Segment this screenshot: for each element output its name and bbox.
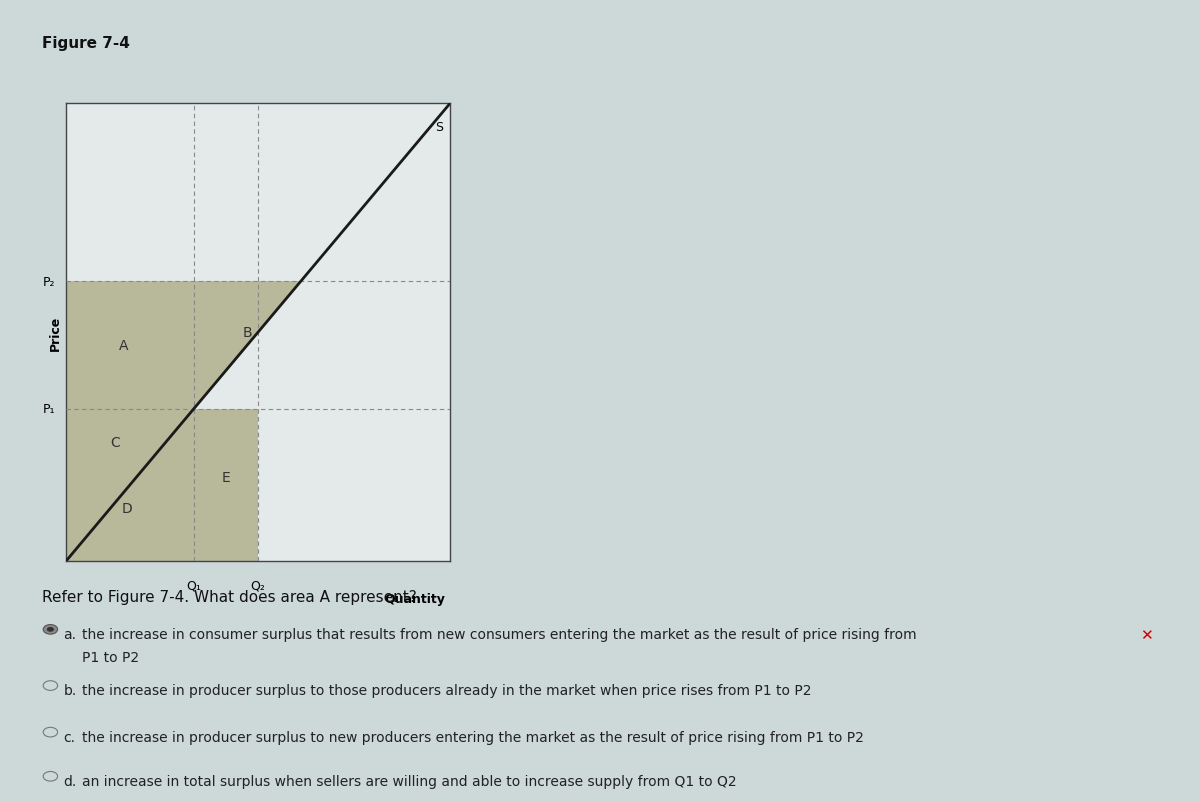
Polygon shape [66,409,194,561]
Text: the increase in producer surplus to those producers already in the market when p: the increase in producer surplus to thos… [82,683,811,698]
Text: c.: c. [64,730,76,744]
Text: Quantity: Quantity [385,592,445,605]
Text: P₂: P₂ [43,276,55,289]
Text: b.: b. [64,683,77,698]
Text: Figure 7-4: Figure 7-4 [42,36,130,51]
Text: d.: d. [64,774,77,788]
Text: P₁: P₁ [43,403,55,415]
Text: B: B [242,326,252,340]
Polygon shape [194,409,258,561]
Y-axis label: Price: Price [49,315,62,350]
Text: Q₁: Q₁ [186,579,202,592]
Text: D: D [122,501,133,515]
Text: the increase in producer surplus to new producers entering the market as the res: the increase in producer surplus to new … [82,730,864,744]
Polygon shape [194,282,301,409]
Text: ✕: ✕ [1140,627,1152,642]
Polygon shape [66,282,194,409]
Text: C: C [109,435,120,450]
Text: E: E [222,471,230,484]
Text: a.: a. [64,627,77,642]
Text: an increase in total surplus when sellers are willing and able to increase suppl: an increase in total surplus when seller… [82,774,737,788]
Text: the increase in consumer surplus that results from new consumers entering the ma: the increase in consumer surplus that re… [82,627,917,642]
Text: P1 to P2: P1 to P2 [82,650,139,665]
Polygon shape [66,409,194,561]
Text: Refer to Figure 7-4. What does area A represent?: Refer to Figure 7-4. What does area A re… [42,589,416,605]
Text: A: A [119,338,128,353]
Text: Q₂: Q₂ [251,579,265,592]
Text: S: S [436,120,443,134]
